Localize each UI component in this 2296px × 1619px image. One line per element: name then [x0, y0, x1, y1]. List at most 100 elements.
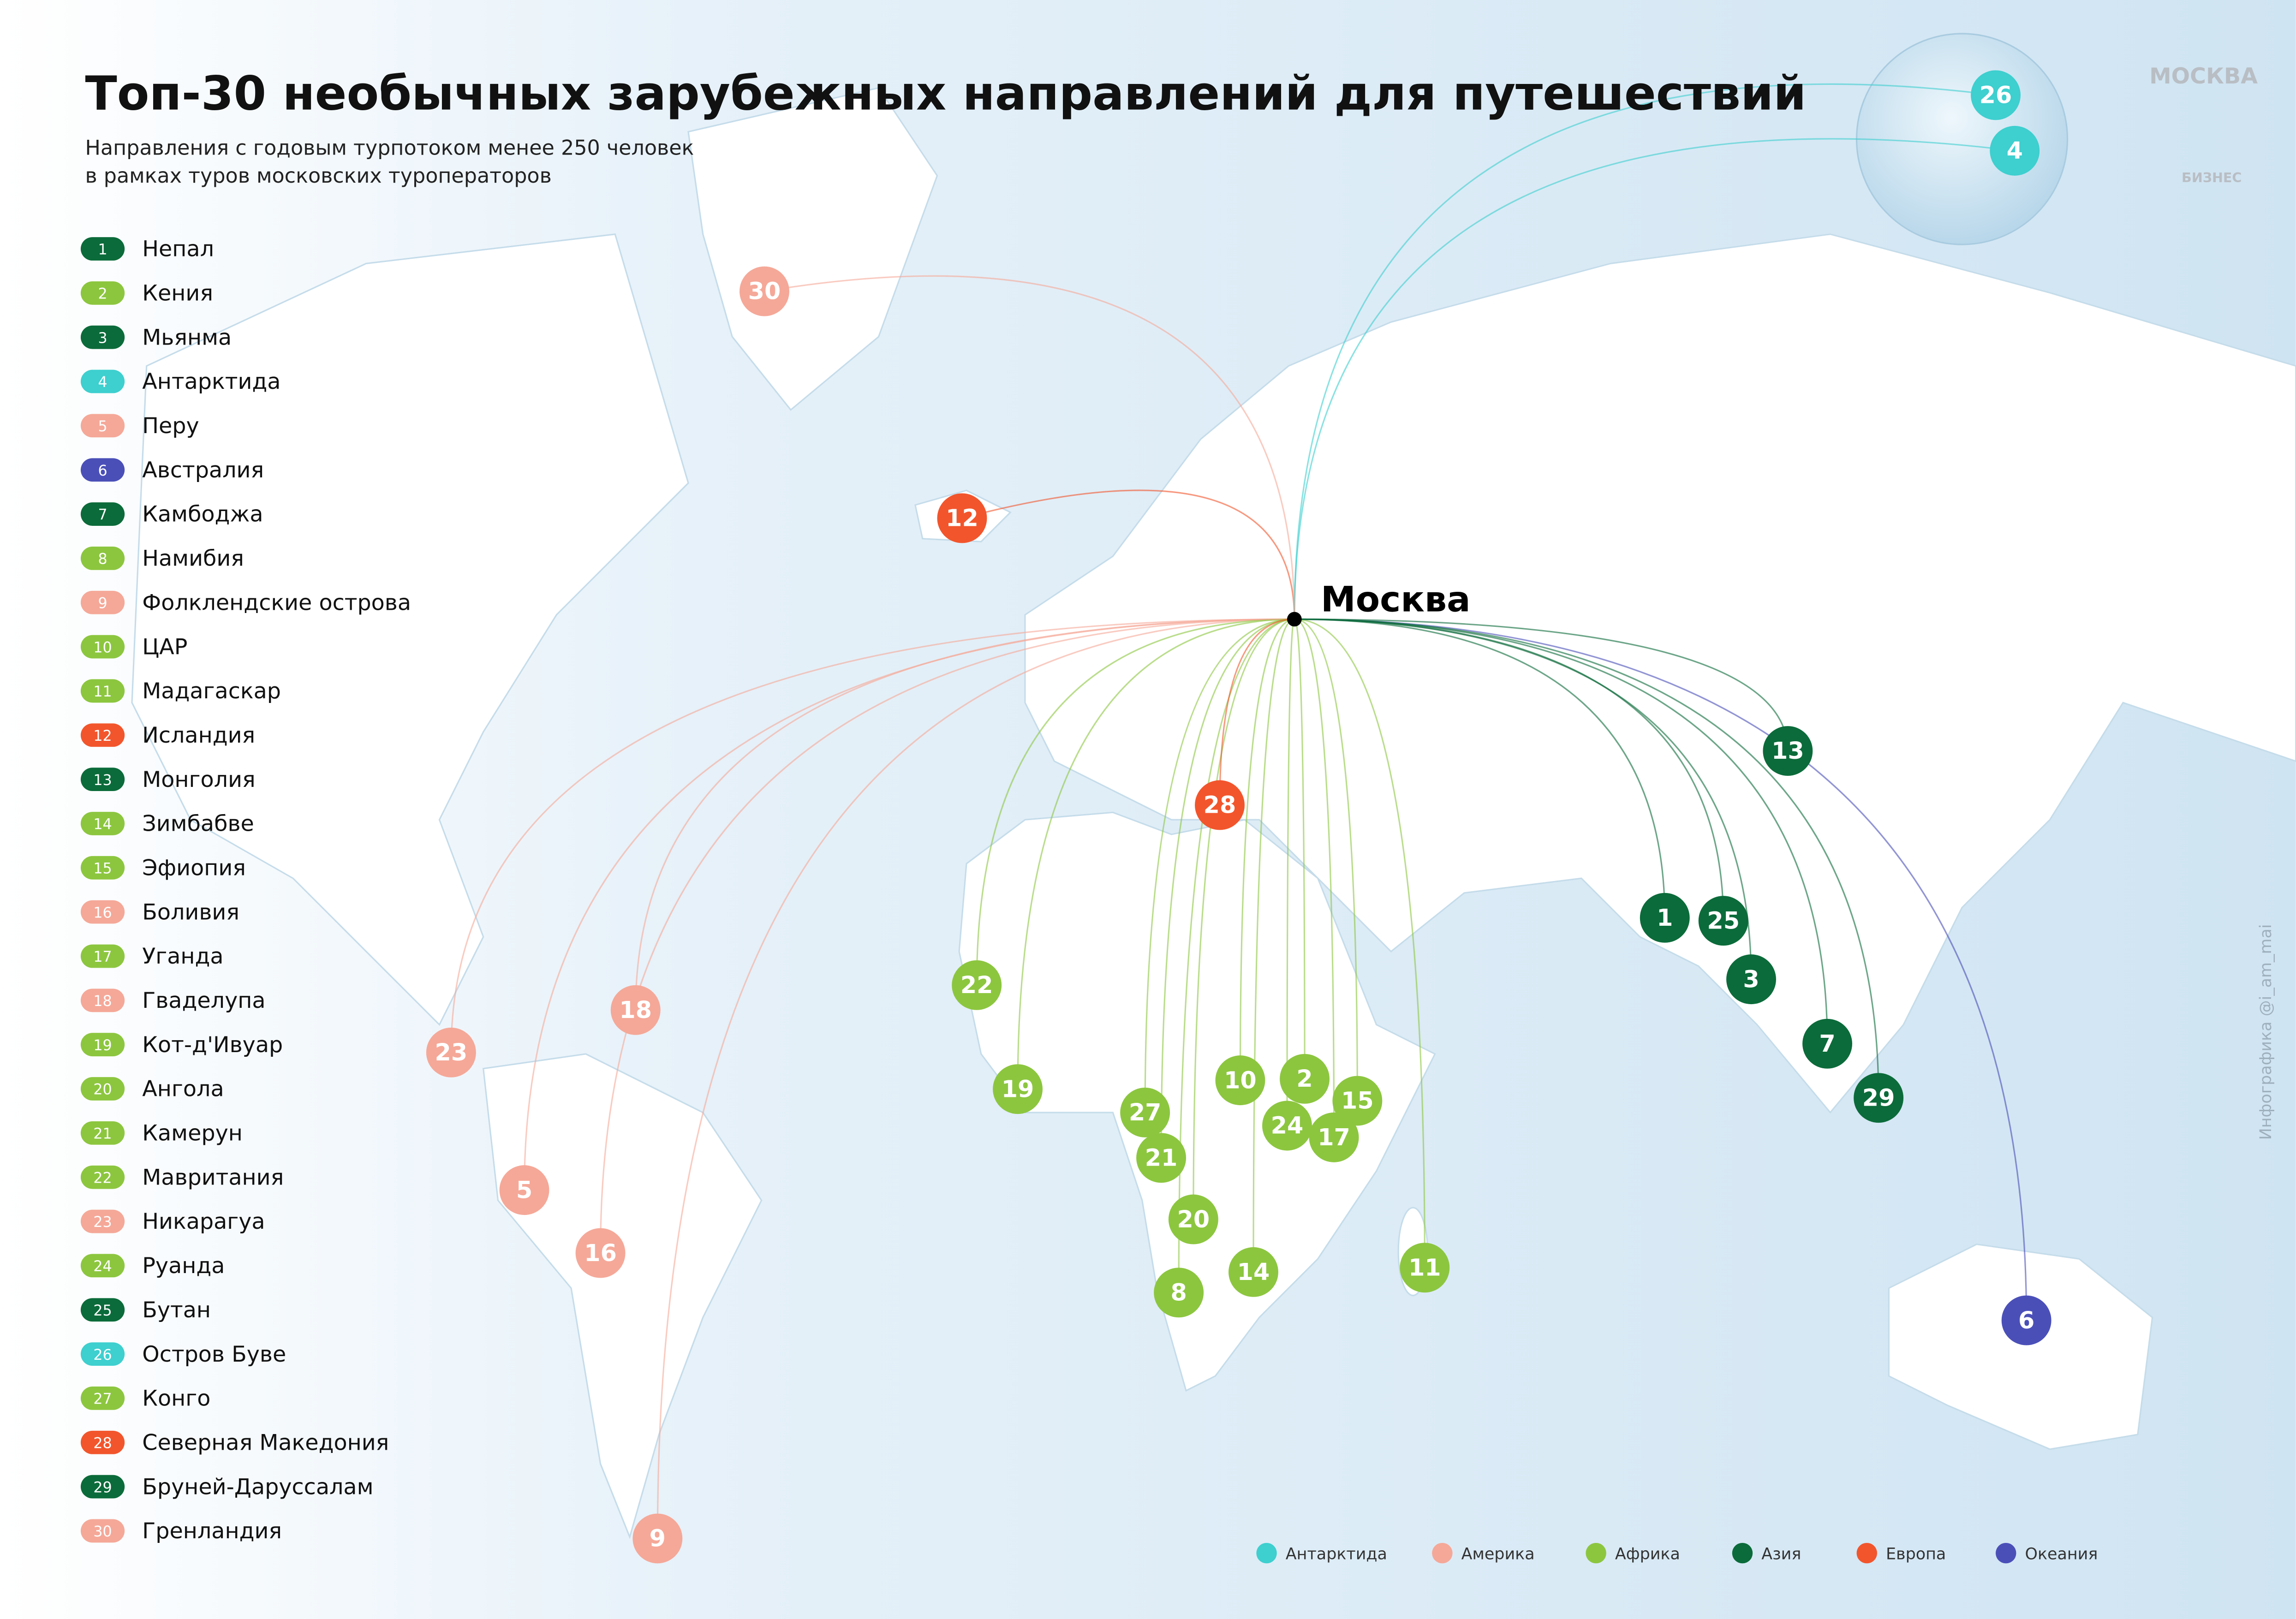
- region-dot: [1586, 1542, 1606, 1564]
- marker: [1120, 1087, 1170, 1137]
- legend-badge: [80, 679, 125, 703]
- marker: [952, 960, 1002, 1010]
- legend-badge: [80, 856, 125, 880]
- legend-number: 29: [93, 1479, 112, 1496]
- legend-badge: [80, 502, 125, 526]
- legend-name: Зимбабве: [142, 811, 254, 837]
- legend-number: 2: [98, 286, 107, 303]
- marker: [1309, 1112, 1359, 1162]
- marker: [575, 1228, 626, 1278]
- legend-number: 7: [98, 507, 107, 524]
- legend-number: 1: [98, 242, 107, 258]
- marker-number: 15: [1341, 1087, 1374, 1114]
- marker: [1154, 1268, 1204, 1318]
- marker: [632, 1513, 683, 1564]
- region-dot: [1732, 1542, 1753, 1564]
- subtitle: в рамках туров московских туроператоров: [85, 164, 551, 188]
- marker-number: 27: [1129, 1099, 1162, 1126]
- route: [1294, 618, 2028, 1321]
- legend-name: Фолклендские острова: [142, 590, 411, 615]
- legend-badge: [80, 635, 125, 659]
- marker: [1280, 1054, 1330, 1104]
- subtitle: Направления с годовым турпотоком менее 2…: [85, 137, 694, 160]
- marker: [1195, 780, 1245, 830]
- route: [450, 618, 1294, 1053]
- marker-number: 17: [1318, 1124, 1350, 1151]
- legend-name: Бутан: [142, 1298, 211, 1323]
- legend-name: Мьянма: [142, 325, 232, 350]
- legend-number: 6: [98, 463, 107, 479]
- legend-number: 4: [98, 374, 107, 391]
- legend-number: 24: [93, 1258, 112, 1275]
- legend-name: Непал: [142, 237, 214, 262]
- legend-badge: [80, 768, 125, 792]
- legend-number: 15: [93, 860, 112, 877]
- marker-number: 1: [1657, 904, 1673, 931]
- legend-name: Конго: [142, 1386, 210, 1411]
- marker-number: 21: [1145, 1144, 1178, 1171]
- legend-name: Исландия: [142, 723, 255, 748]
- legend-badge: [80, 1121, 125, 1145]
- legend-name: Монголия: [142, 767, 255, 792]
- marker: [1854, 1073, 1904, 1123]
- marker-number: 29: [1862, 1084, 1895, 1111]
- legend-badge: [80, 369, 125, 393]
- legend-badge: [80, 1342, 125, 1366]
- marker-number: 3: [1743, 965, 1759, 993]
- legend-name: Никарагуа: [142, 1209, 265, 1234]
- legend-badge: [80, 900, 125, 924]
- marker-number: 30: [748, 278, 781, 305]
- legend-name: Остров Буве: [142, 1342, 286, 1367]
- region-dot: [1432, 1542, 1453, 1564]
- credit: Инфографика @i_am_mai: [2257, 924, 2275, 1140]
- region-legend: Антарктида Америка Африка Азия Европа Океания: [1256, 1542, 2098, 1564]
- route: [1294, 618, 1306, 1079]
- marker-number: 26: [1980, 81, 2012, 108]
- legend-name: Камерун: [142, 1121, 243, 1146]
- marker: [1971, 70, 2021, 120]
- marker-number: 2: [1296, 1065, 1312, 1092]
- legend-number: 11: [93, 684, 112, 700]
- route: [635, 618, 1294, 1010]
- legend-name: Намибия: [142, 546, 244, 571]
- logo: БИЗНЕС: [2182, 170, 2242, 185]
- legend-badge: [80, 547, 125, 570]
- route: [1294, 83, 1996, 619]
- route: [1239, 618, 1294, 1081]
- marker: [1802, 1018, 1853, 1069]
- route: [1294, 618, 1879, 1098]
- legend-number: 22: [93, 1170, 112, 1186]
- legend-name: Боливия: [142, 899, 239, 925]
- route: [1017, 618, 1294, 1089]
- legend-name: ЦАР: [142, 634, 187, 660]
- route: [1286, 618, 1295, 1126]
- marker-number: 16: [584, 1239, 617, 1267]
- marker-number: 8: [1170, 1279, 1187, 1306]
- marker: [937, 493, 987, 543]
- legend-number: 5: [98, 418, 107, 435]
- legend-number: 19: [93, 1037, 112, 1054]
- route: [599, 618, 1294, 1253]
- legend-badge: [80, 1165, 125, 1189]
- marker-number: 25: [1707, 907, 1740, 934]
- legend-number: 9: [98, 595, 107, 612]
- legend-name: Ангола: [142, 1077, 224, 1102]
- continents: [131, 87, 2296, 1540]
- legend-name: Австралия: [142, 458, 264, 483]
- legend-badge: [80, 723, 125, 747]
- route: [1294, 618, 1358, 1101]
- marker-number: 22: [960, 971, 993, 999]
- legend-badge: [80, 988, 125, 1012]
- legend-number: 14: [93, 816, 112, 833]
- route: [1294, 618, 1666, 918]
- legend-number: 16: [93, 905, 112, 921]
- legend-number: 8: [98, 551, 107, 568]
- route: [1294, 618, 1425, 1268]
- title: Топ-30 необычных зарубежных направлений …: [85, 66, 1806, 120]
- marker: [739, 266, 789, 316]
- legend-name: Кения: [142, 281, 213, 306]
- marker: [1229, 1247, 1278, 1297]
- legend-badge: [80, 1430, 125, 1454]
- legend-name: Уганда: [142, 944, 223, 969]
